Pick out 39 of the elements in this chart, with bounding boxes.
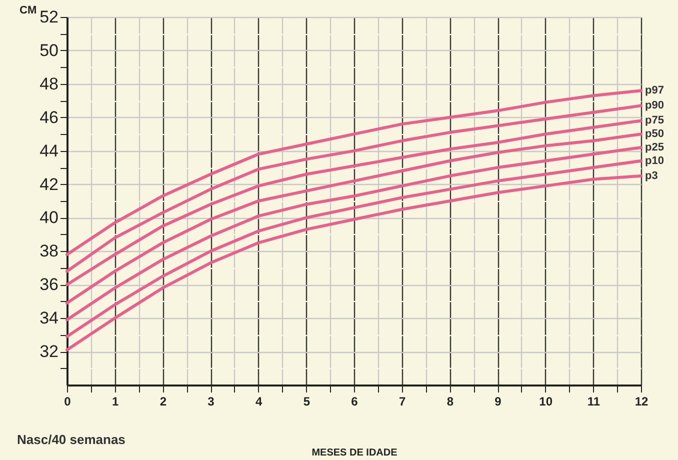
x-tick-label: 2 (160, 394, 167, 408)
x-tick-label: 12 (634, 394, 648, 408)
series-label: p50 (645, 128, 664, 140)
x-axis-title: MESES DE IDADE (312, 448, 398, 458)
y-tick-label: 48 (40, 74, 58, 94)
y-tick-label: 32 (40, 342, 58, 362)
x-tick-label: 5 (303, 394, 310, 408)
line-series (66, 146, 642, 322)
x-tick-label: 10 (539, 394, 553, 408)
line-series (66, 132, 642, 305)
y-tick-label: 40 (40, 208, 58, 228)
text: Nasc/40 semanas (17, 432, 126, 447)
series-label: p75 (645, 114, 664, 127)
series-label: p97 (645, 84, 664, 97)
series-label: p10 (645, 154, 664, 167)
x-tick-label: 11 (587, 394, 600, 408)
y-tick-label: 36 (40, 275, 58, 294)
y-tick-label: 52 (40, 8, 58, 26)
y-tick-label: 34 (40, 308, 58, 328)
y-tick-label: 42 (40, 174, 58, 194)
y-tick-label: 38 (40, 242, 58, 261)
x-tick-label: 0 (64, 394, 72, 408)
x-tick-label: 9 (494, 394, 502, 408)
y-tick-label: 44 (40, 141, 58, 160)
series-label: p3 (645, 170, 658, 182)
x-tick-label: 3 (208, 394, 215, 408)
x-tick-label: 8 (446, 394, 454, 408)
y-tick-label: 50 (40, 40, 58, 60)
y-axis-title: CM (20, 4, 37, 16)
line-series (66, 119, 642, 286)
x-tick-label: 6 (351, 394, 358, 408)
line-series (66, 89, 642, 256)
x-tick-label: 1 (112, 394, 119, 408)
line-series (66, 104, 642, 273)
x-tick-label: 7 (398, 394, 406, 408)
series-label: p90 (645, 100, 664, 112)
series-label: p25 (645, 141, 664, 154)
y-tick-label: 46 (40, 108, 58, 127)
x-tick-label: 4 (255, 394, 262, 408)
